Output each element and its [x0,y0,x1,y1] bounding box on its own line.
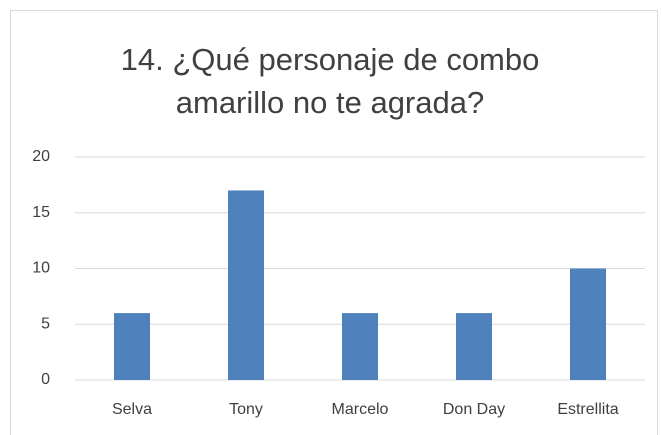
bar [456,313,492,380]
x-tick-label: Tony [229,401,263,418]
bar [228,190,264,380]
chart-title: 14. ¿Qué personaje de combo amarillo no … [120,42,540,120]
x-tick-label: Don Day [443,401,505,418]
bar [114,313,150,380]
bar [570,268,606,380]
y-tick-label: 5 [41,315,50,332]
x-tick-label: Selva [112,401,152,418]
y-tick-label: 0 [41,371,50,388]
bar [342,313,378,380]
x-tick-label: Estrellita [557,401,618,418]
chart-border [10,10,658,435]
y-tick-label: 10 [32,260,50,277]
x-tick-label: Marcelo [332,401,389,418]
y-tick-label: 20 [32,148,50,165]
y-tick-label: 15 [32,204,50,221]
